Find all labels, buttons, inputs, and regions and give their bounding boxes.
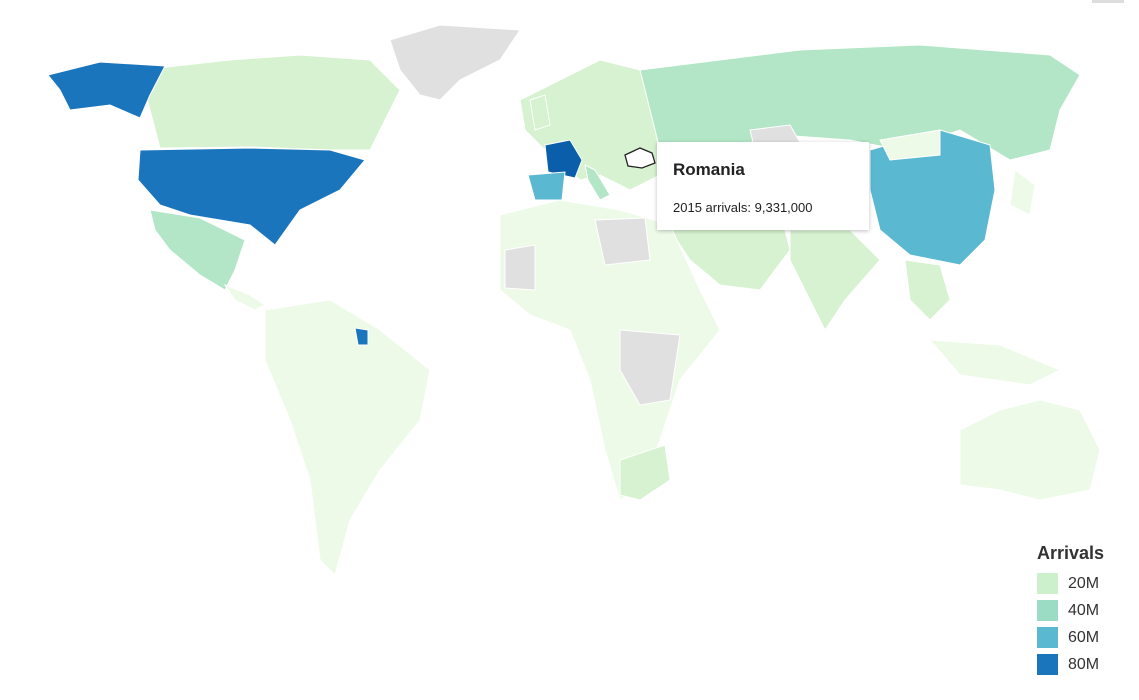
country-south-africa[interactable] <box>619 444 671 501</box>
country-spain[interactable] <box>527 171 566 201</box>
country-greenland[interactable] <box>389 24 521 101</box>
country-sahara-gray-1[interactable] <box>594 217 651 266</box>
country-romania-hovered[interactable] <box>624 147 656 169</box>
legend-swatch <box>1037 627 1058 648</box>
legend-label: 80M <box>1068 655 1100 673</box>
country-french-guiana[interactable] <box>354 327 369 346</box>
country-uk[interactable] <box>529 94 551 131</box>
legend-title: Arrivals <box>1037 543 1105 563</box>
legend-item: 60M <box>1037 624 1104 651</box>
country-china[interactable] <box>869 129 996 266</box>
country-italy[interactable] <box>584 164 611 201</box>
country-southeast-asia[interactable] <box>904 259 951 321</box>
legend-label: 20M <box>1068 574 1100 592</box>
tooltip-country: Romania <box>673 160 745 179</box>
country-france[interactable] <box>544 139 583 179</box>
country-japan[interactable] <box>1009 169 1036 216</box>
country-australia[interactable] <box>959 399 1101 501</box>
country-central-africa-gray[interactable] <box>619 329 681 406</box>
country-mongolia[interactable] <box>879 129 941 161</box>
legend-label: 60M <box>1068 628 1100 646</box>
legend-swatch <box>1037 654 1058 675</box>
legend-item: 40M <box>1037 597 1104 624</box>
country-mexico[interactable] <box>149 209 246 291</box>
tooltip-value: 2015 arrivals: 9,331,000 <box>673 200 813 215</box>
country-canada[interactable] <box>139 54 401 151</box>
legend-item: 20M <box>1037 570 1104 597</box>
country-tooltip: Romania 2015 arrivals: 9,331,000 <box>657 142 869 230</box>
legend-swatch <box>1037 573 1058 594</box>
legend-item: 80M <box>1037 651 1104 678</box>
country-south-america[interactable] <box>264 299 431 576</box>
country-usa[interactable] <box>137 147 366 246</box>
window-edge <box>1092 0 1124 3</box>
country-india[interactable] <box>789 229 881 331</box>
country-west-sahara-gray[interactable] <box>504 244 536 291</box>
country-indonesia[interactable] <box>928 339 1062 386</box>
country-central-america[interactable] <box>223 283 266 311</box>
legend-label: 40M <box>1068 601 1100 619</box>
country-alaska[interactable] <box>47 61 166 119</box>
legend-swatch <box>1037 600 1058 621</box>
legend: Arrivals 20M 40M 60M 80M <box>1037 543 1104 678</box>
